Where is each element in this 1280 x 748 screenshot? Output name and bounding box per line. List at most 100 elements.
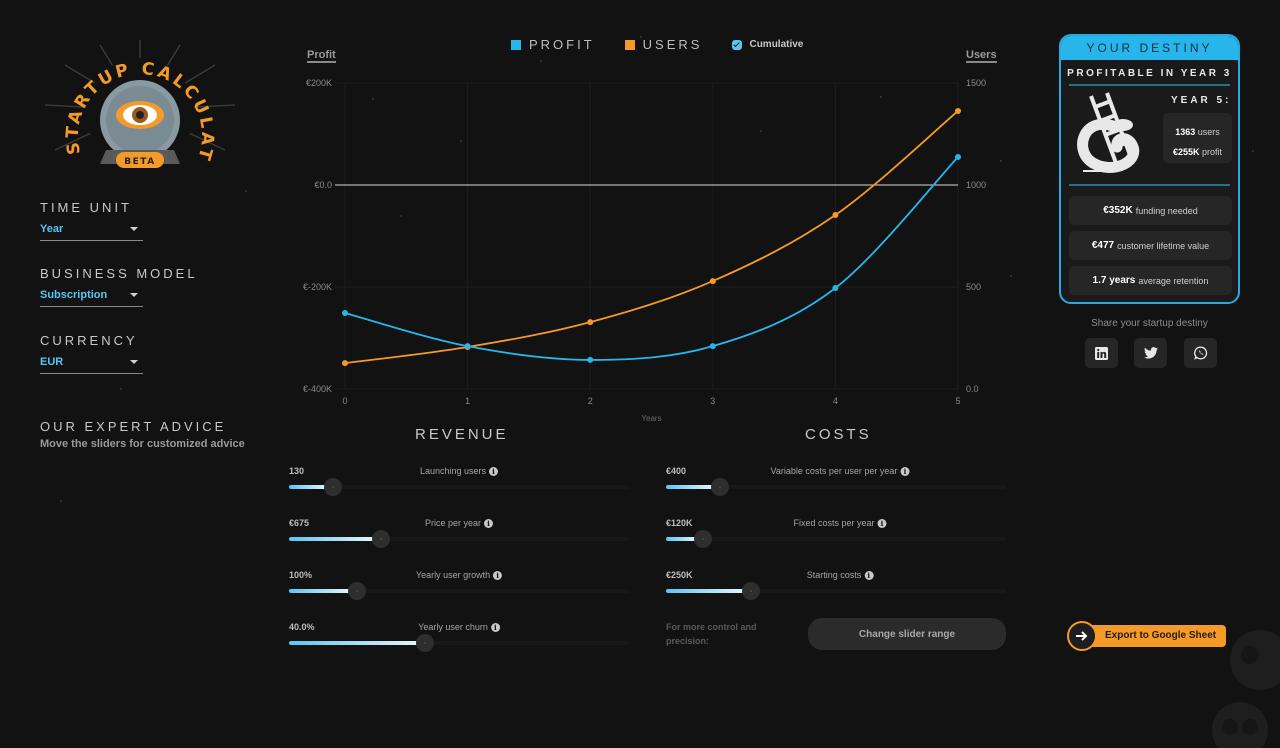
slider-label-text: Variable costs per user per year: [770, 466, 898, 476]
currency-section: CURRENCY EUR: [40, 333, 143, 374]
y-tick-right: 500: [966, 282, 981, 292]
profit-axis-title[interactable]: Profit: [307, 49, 336, 63]
legend-users-toggle[interactable]: USERS: [624, 37, 703, 52]
crystal-ball-icon: STARTUP CALCULATOR BETA: [31, 25, 236, 168]
slider-track[interactable]: [289, 485, 629, 489]
profit-users-line-chart[interactable]: €200K 1500 €0.0 1000 €-200K 500 €-400K 0.0 0 1 2 3 4…: [290, 70, 1010, 430]
cumulative-checkbox[interactable]: Cumulative: [732, 39, 803, 50]
revenue-heading: REVENUE: [415, 426, 509, 443]
users-data-point[interactable]: [955, 107, 961, 114]
profitable-year-text: PROFITABLE IN YEAR 3: [1067, 68, 1232, 79]
info-icon[interactable]: i: [900, 466, 910, 476]
year5-users-value: 1363: [1175, 127, 1196, 137]
year5-label: YEAR 5:: [1171, 95, 1232, 106]
stat-value: €477: [1091, 240, 1115, 251]
profit-data-point[interactable]: [709, 343, 716, 350]
costs-slider[interactable]: €400 Variable costs per user per year i: [666, 466, 1006, 506]
profit-data-point[interactable]: [955, 153, 961, 160]
users-axis-title[interactable]: Users: [966, 49, 997, 63]
slider-value: €400: [666, 466, 687, 476]
time-unit-select[interactable]: Year: [40, 223, 143, 241]
export-label: Export to Google Sheet: [1087, 625, 1227, 647]
slider-track[interactable]: [289, 589, 629, 593]
skull-mascot-icon: [1212, 630, 1280, 748]
info-icon[interactable]: i: [493, 570, 503, 580]
y-tick-right: 0.0: [966, 384, 979, 394]
info-icon[interactable]: i: [864, 570, 874, 580]
export-google-sheet-button[interactable]: Export to Google Sheet: [1067, 621, 1227, 651]
cumulative-label: Cumulative: [749, 39, 804, 50]
info-icon[interactable]: i: [489, 466, 499, 476]
profit-data-point[interactable]: [342, 310, 348, 317]
slider-label-text: Starting costs: [806, 570, 862, 580]
slider-track[interactable]: [666, 537, 1006, 541]
slider-label-text: Price per year: [424, 518, 482, 528]
costs-slider[interactable]: €120K Fixed costs per year i: [666, 518, 1006, 558]
revenue-slider[interactable]: €675 Price per year i: [289, 518, 629, 558]
slider-fill: [289, 589, 351, 593]
slider-thumb[interactable]: [694, 530, 713, 548]
x-tick: 4: [833, 396, 838, 406]
expert-advice-section: OUR EXPERT ADVICE Move the sliders for c…: [40, 419, 245, 450]
slider-thumb[interactable]: [371, 530, 390, 548]
slider-thumb[interactable]: [348, 582, 366, 600]
business-model-select[interactable]: Subscription: [40, 289, 143, 307]
expert-advice-subtitle: Move the sliders for customized advice: [40, 438, 245, 450]
business-model-section: BUSINESS MODEL Subscription: [40, 266, 198, 307]
x-tick: 3: [710, 396, 715, 406]
users-data-point[interactable]: [709, 278, 716, 285]
users-data-point[interactable]: [342, 360, 348, 367]
stat-value: 1.7 years: [1092, 275, 1136, 286]
profit-data-point[interactable]: [832, 285, 839, 292]
users-swatch-icon: [624, 39, 635, 50]
slider-thumb[interactable]: [324, 478, 343, 496]
currency-value: EUR: [40, 356, 64, 368]
profit-data-point[interactable]: [464, 343, 471, 350]
slider-label-text: Yearly user growth: [415, 570, 491, 580]
slider-track[interactable]: [666, 589, 1006, 593]
revenue-slider[interactable]: 40.0% Yearly user churn i: [289, 622, 629, 662]
legend-profit-toggle[interactable]: PROFIT: [511, 37, 595, 52]
slider-thumb[interactable]: [742, 582, 760, 600]
users-data-point[interactable]: [832, 211, 839, 218]
revenue-slider[interactable]: 100% Yearly user growth i: [289, 570, 629, 610]
startup-calculator-logo[interactable]: STARTUP CALCULATOR BETA: [31, 25, 240, 180]
y-tick-left: €0.0: [314, 180, 332, 190]
slider-fill: [289, 485, 328, 489]
change-slider-range-button[interactable]: Change slider range: [808, 618, 1006, 650]
slider-thumb[interactable]: [416, 634, 434, 652]
destiny-header: YOUR DESTINY: [1061, 36, 1238, 60]
slider-label: Price per year i: [424, 518, 494, 528]
profit-data-point[interactable]: [587, 356, 594, 363]
share-whatsapp-button[interactable]: [1184, 338, 1217, 368]
linkedin-icon: [1095, 346, 1108, 360]
users-data-point[interactable]: [587, 319, 594, 326]
slider-track[interactable]: [289, 641, 629, 645]
svg-text:BETA: BETA: [124, 157, 155, 167]
slider-value: 40.0%: [289, 622, 315, 632]
slider-track[interactable]: [666, 485, 1006, 489]
revenue-slider[interactable]: 130 Launching users i: [289, 466, 629, 506]
share-linkedin-button[interactable]: [1085, 338, 1118, 368]
slider-thumb[interactable]: [711, 478, 730, 496]
info-icon[interactable]: i: [490, 622, 500, 632]
costs-slider[interactable]: €250K Starting costs i: [666, 570, 1006, 610]
y-tick-left: €-400K: [303, 384, 332, 394]
time-unit-section: TIME UNIT Year: [40, 200, 143, 241]
year5-profit-unit: profit: [1202, 147, 1223, 157]
x-tick: 1: [465, 396, 470, 406]
caret-down-icon: [130, 360, 138, 364]
slider-label: Launching users i: [420, 466, 499, 476]
caret-down-icon: [130, 293, 138, 297]
stat-label: customer lifetime value: [1117, 240, 1210, 251]
slider-label-text: Yearly user churn: [418, 622, 488, 632]
info-icon[interactable]: i: [877, 518, 887, 528]
info-icon[interactable]: i: [484, 518, 494, 528]
slider-label: Fixed costs per year i: [793, 518, 887, 528]
slider-track[interactable]: [289, 537, 629, 541]
x-axis-title: Years: [641, 414, 661, 423]
average-retention-stat: 1.7 years average retention: [1069, 266, 1232, 295]
currency-select[interactable]: EUR: [40, 356, 143, 374]
slider-fill: [666, 537, 698, 541]
share-twitter-button[interactable]: [1134, 338, 1167, 368]
